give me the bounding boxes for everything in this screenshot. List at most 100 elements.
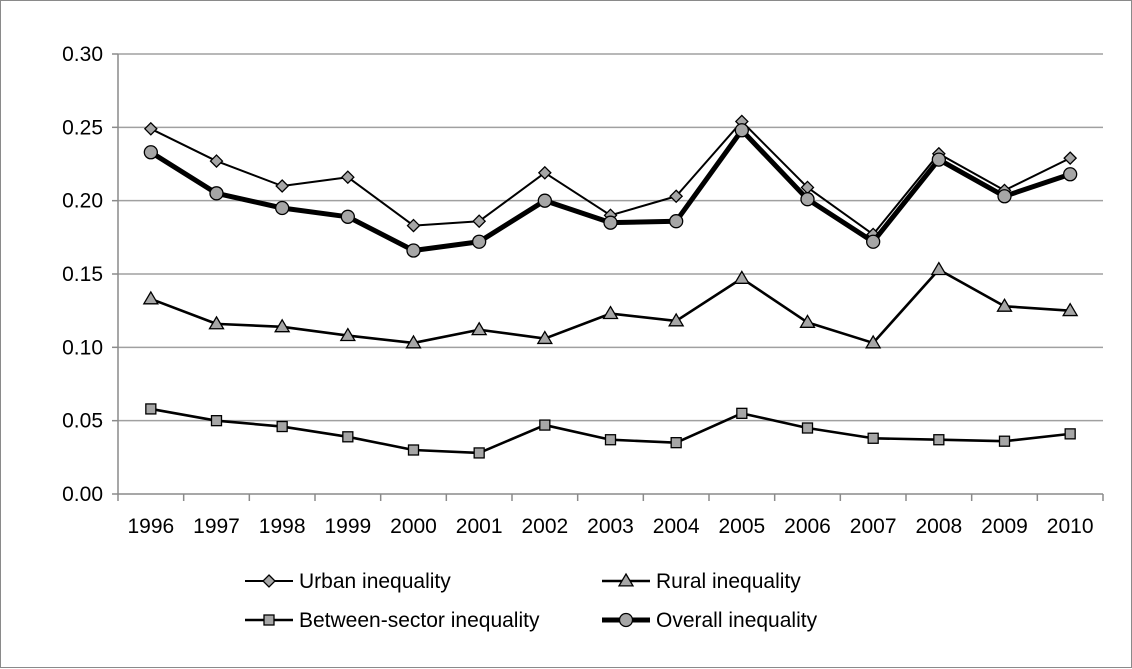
x-tick-label: 1999 [324, 515, 371, 538]
data-point [143, 121, 158, 136]
data-point [143, 145, 158, 160]
data-point [800, 192, 815, 207]
data-point [537, 165, 552, 180]
data-point [473, 447, 485, 459]
data-point [339, 327, 356, 342]
legend-label: Rural inequality [656, 570, 801, 593]
data-point [276, 420, 288, 433]
data-point [340, 170, 355, 185]
data-point [996, 297, 1013, 312]
series-2 [145, 403, 1076, 459]
data-point [539, 419, 551, 431]
data-point [275, 179, 290, 193]
data-point [669, 189, 684, 204]
data-point [145, 403, 157, 415]
data-point [208, 315, 225, 330]
data-point [209, 186, 224, 201]
data-point [604, 434, 617, 446]
x-tick-label: 2000 [390, 515, 437, 538]
x-tick-label: 2006 [784, 515, 831, 538]
legend-label: Urban inequality [299, 570, 451, 593]
y-tick-label: 0.00 [62, 483, 103, 506]
data-point [1062, 302, 1079, 317]
data-point [471, 321, 488, 336]
data-point [733, 270, 750, 284]
data-point [670, 437, 682, 449]
data-point [536, 330, 553, 345]
axes: 0.00 0.05 0.10 0.15 0.20 0.25 0.30 1996 1997 1998… [62, 43, 1104, 538]
x-tick-label: 1998 [259, 515, 306, 538]
data-point [407, 444, 420, 456]
data-point [736, 407, 748, 419]
legend-label: Overall inequality [656, 609, 818, 632]
x-tick-label: 2010 [1047, 515, 1094, 538]
series-3 [143, 123, 1078, 258]
legend-item: Rural inequality [602, 570, 801, 593]
legend: Urban inequality Rural inequality Between-… [245, 570, 818, 632]
data-point [602, 305, 619, 320]
data-point [274, 318, 291, 333]
x-tick-label: 2005 [718, 515, 765, 538]
data-point [1063, 151, 1078, 166]
series-line [149, 127, 1071, 254]
data-point [669, 214, 684, 229]
x-tick-label: 2001 [456, 515, 503, 538]
data-point [933, 434, 945, 446]
legend-label: Between-sector inequality [299, 609, 540, 632]
legend-item: Urban inequality [245, 570, 451, 593]
x-tick-label: 2003 [587, 515, 634, 538]
data-point [734, 123, 749, 138]
data-point [406, 243, 421, 258]
legend-marker [617, 572, 635, 587]
y-tick-label: 0.30 [62, 43, 103, 66]
legend-marker [618, 612, 634, 628]
data-point [603, 215, 618, 230]
x-tick-label: 1996 [127, 515, 174, 538]
x-tick-label: 2002 [521, 515, 568, 538]
y-tick-label: 0.05 [62, 410, 103, 433]
x-tick-label: 2008 [915, 515, 962, 538]
data-point [210, 415, 223, 427]
y-tick-label: 0.10 [62, 336, 103, 359]
data-point [1064, 428, 1076, 440]
legend-marker [263, 614, 275, 626]
x-tick-label: 2004 [653, 515, 700, 538]
data-point [472, 214, 487, 229]
data-point [472, 234, 487, 249]
data-point [209, 154, 224, 168]
series-1 [142, 261, 1079, 349]
x-tick-label: 2007 [850, 515, 897, 538]
data-point [275, 200, 290, 216]
data-point [340, 209, 355, 224]
data-point [867, 432, 879, 444]
data-point [930, 261, 947, 276]
series-lines [142, 114, 1079, 459]
series-line [150, 407, 1071, 455]
data-point [1063, 167, 1078, 182]
legend-item: Between-sector inequality [245, 609, 540, 632]
y-tick-label: 0.20 [62, 190, 103, 213]
data-point [668, 312, 685, 327]
gridlines [118, 53, 1103, 422]
data-point [406, 218, 421, 233]
y-tick-label: 0.15 [62, 263, 103, 286]
data-point [997, 189, 1012, 204]
y-tick-label: 0.25 [62, 116, 103, 139]
data-point [866, 234, 881, 249]
data-point [801, 422, 814, 434]
data-point [405, 334, 422, 349]
data-point [537, 193, 552, 208]
x-tick-label: 2009 [981, 515, 1028, 538]
legend-marker [262, 574, 276, 588]
series-0 [143, 114, 1078, 242]
data-point [998, 435, 1011, 447]
data-point [865, 334, 882, 349]
legend-item: Overall inequality [602, 609, 818, 632]
data-point [931, 152, 946, 167]
data-point [142, 290, 159, 305]
data-point [799, 314, 816, 328]
data-point [342, 431, 354, 443]
x-tick-label: 1997 [193, 515, 240, 538]
